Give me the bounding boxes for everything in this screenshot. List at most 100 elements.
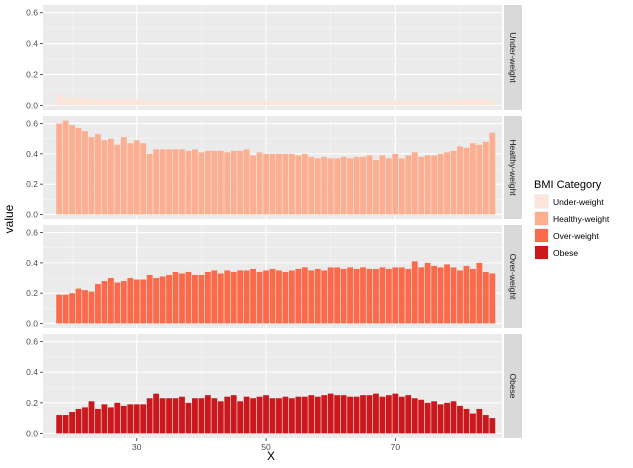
x-tick-label: 70 xyxy=(391,442,401,452)
facet-panel: 0.0 0.2 0.4 0.6 Obese xyxy=(26,334,522,438)
bar xyxy=(366,155,373,215)
bar xyxy=(353,100,360,106)
bar xyxy=(385,100,392,106)
bar xyxy=(230,271,237,324)
facet-strip xyxy=(504,334,522,438)
y-tick-label: 0.4 xyxy=(26,367,38,377)
bar xyxy=(217,273,224,324)
bar xyxy=(88,401,95,434)
bar xyxy=(457,99,463,106)
bar xyxy=(88,99,95,106)
bar xyxy=(211,398,218,434)
panel-background xyxy=(43,5,502,110)
bar xyxy=(424,402,431,434)
bar xyxy=(172,100,179,106)
bar xyxy=(263,395,269,434)
facet-strip-label: Healthy-weight xyxy=(508,139,518,196)
bar xyxy=(114,99,121,106)
bar xyxy=(405,100,412,106)
bar xyxy=(360,156,366,215)
y-tick-label: 0.6 xyxy=(26,228,38,238)
bar xyxy=(62,120,69,215)
bar xyxy=(360,267,366,324)
bar xyxy=(392,153,399,215)
bar xyxy=(82,407,88,434)
bar xyxy=(288,153,295,215)
bar xyxy=(411,398,418,434)
bar xyxy=(140,404,147,434)
bar xyxy=(179,273,185,324)
bar xyxy=(450,100,457,106)
x-tick-label: 30 xyxy=(132,442,142,452)
bar xyxy=(237,150,244,215)
bar xyxy=(340,395,347,434)
bar xyxy=(418,100,425,106)
bar xyxy=(82,290,88,324)
bar xyxy=(431,155,438,215)
bar xyxy=(276,100,282,106)
y-tick-label: 0.0 xyxy=(26,209,38,219)
bar xyxy=(301,396,308,434)
bar xyxy=(127,143,134,215)
y-tick-label: 0.2 xyxy=(26,288,38,298)
bar xyxy=(179,396,185,434)
y-axis-title: value xyxy=(2,204,16,233)
bar xyxy=(62,97,69,106)
bar xyxy=(237,401,244,434)
bar xyxy=(282,396,289,434)
bar xyxy=(56,415,63,434)
bar xyxy=(114,402,121,434)
bar xyxy=(101,140,108,215)
bar xyxy=(256,152,263,215)
bar xyxy=(463,99,470,106)
bar xyxy=(82,97,88,106)
bar xyxy=(353,396,360,434)
bar xyxy=(476,144,483,215)
bar xyxy=(133,279,140,324)
bar xyxy=(398,100,405,106)
bar xyxy=(437,153,444,215)
bar xyxy=(450,150,457,215)
bar xyxy=(385,395,392,434)
bar xyxy=(62,415,69,434)
bar xyxy=(385,268,392,324)
bar xyxy=(269,153,276,215)
bar xyxy=(153,149,160,215)
bar xyxy=(224,270,231,324)
bar xyxy=(360,395,366,434)
bar xyxy=(334,100,341,106)
bar xyxy=(140,143,147,215)
bar xyxy=(107,407,114,434)
bar xyxy=(476,262,483,324)
bar xyxy=(217,401,224,434)
y-tick-label: 0.6 xyxy=(26,8,38,18)
bar xyxy=(295,155,302,215)
bar xyxy=(321,270,328,324)
bar xyxy=(269,100,276,106)
bar xyxy=(411,261,418,324)
bar xyxy=(243,149,250,215)
bar xyxy=(444,100,450,106)
bar xyxy=(198,100,205,106)
y-tick-label: 0.2 xyxy=(26,69,38,79)
bar xyxy=(308,395,315,434)
bar xyxy=(192,149,198,215)
bar xyxy=(295,268,302,324)
bar xyxy=(56,294,63,324)
y-tick-label: 0.6 xyxy=(26,119,38,129)
bar xyxy=(276,270,282,324)
bar xyxy=(75,408,82,434)
bar xyxy=(243,100,250,106)
legend-key xyxy=(535,246,548,259)
bar xyxy=(431,401,438,434)
bar xyxy=(159,398,166,434)
facet-panel: 0.0 0.2 0.4 0.6 Over-weight xyxy=(26,225,522,328)
bar xyxy=(444,402,450,434)
bar xyxy=(166,398,172,434)
bar xyxy=(230,100,237,106)
facet-panels: 0.0 0.2 0.4 0.6 Under-weight 0.0 0.2 0.4 0.6 Heal… xyxy=(26,5,522,438)
bar xyxy=(56,123,63,215)
bar xyxy=(114,144,121,215)
bar xyxy=(366,100,373,106)
bar xyxy=(146,100,153,106)
